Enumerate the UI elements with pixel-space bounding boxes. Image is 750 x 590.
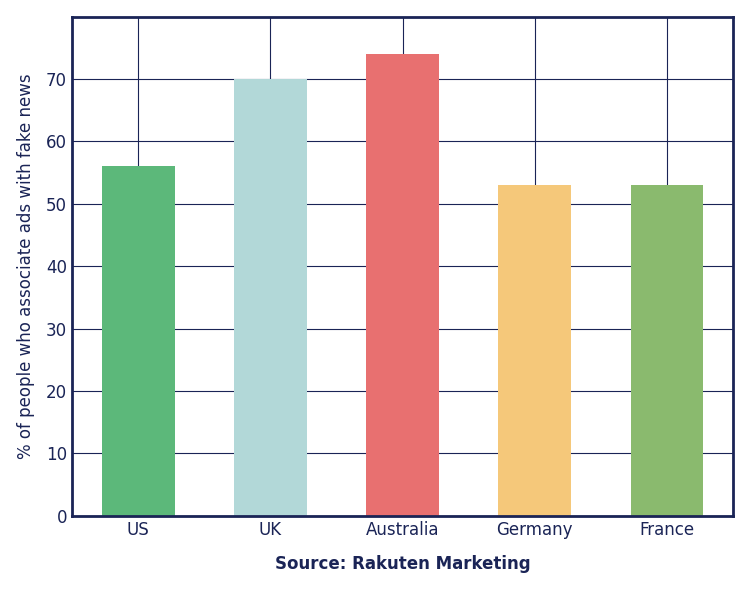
X-axis label: Source: Rakuten Marketing: Source: Rakuten Marketing — [274, 555, 530, 573]
Bar — [366, 54, 439, 516]
Bar — [234, 79, 307, 516]
Bar — [102, 166, 175, 516]
Y-axis label: % of people who associate ads with fake news: % of people who associate ads with fake … — [16, 73, 34, 459]
Bar — [631, 185, 704, 516]
Bar — [499, 185, 571, 516]
